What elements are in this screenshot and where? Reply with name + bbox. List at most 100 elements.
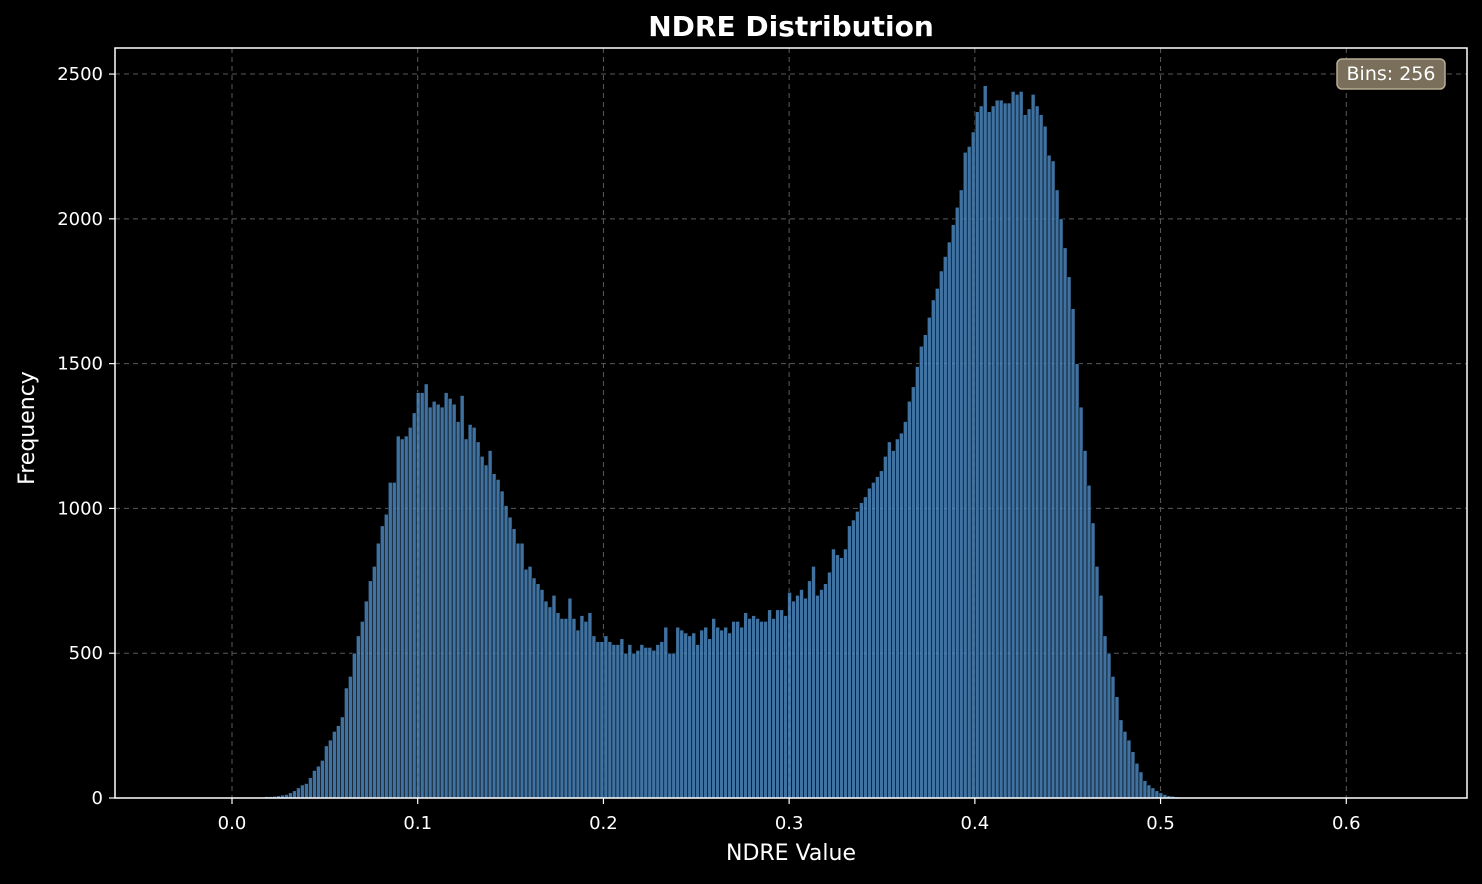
histogram-bar [652,650,656,798]
histogram-bar [784,616,788,798]
histogram-bar [1043,126,1047,798]
histogram-bar [472,427,476,798]
histogram-bar [332,731,336,798]
y-axis-label: Frequency [15,371,40,485]
histogram-bar [384,514,388,798]
histogram-bar [536,584,540,798]
x-tick-label: 0.0 [218,813,247,834]
histogram-bar [352,653,356,798]
histogram-bar [668,653,672,798]
histogram-bar [812,566,816,798]
histogram-bar [360,621,364,798]
histogram-bar [951,225,955,798]
histogram-bar [824,584,828,798]
histogram-bar [1099,595,1103,798]
histogram-bar [708,639,712,798]
histogram-bar [859,503,863,798]
histogram-bar [1131,752,1135,798]
histogram-bar [308,778,312,798]
histogram-bar [392,482,396,798]
histogram-bar [1039,115,1043,798]
histogram-bar [1047,155,1051,798]
histogram-bar [340,717,344,798]
histogram-bar [288,793,292,798]
histogram-bar [572,618,576,798]
histogram-bar [839,558,843,798]
histogram-bar [947,242,951,798]
histogram-bar [1087,485,1091,798]
histogram-bar [484,465,488,798]
histogram-bar [320,760,324,798]
histogram-bar [991,106,995,798]
histogram-bar [907,401,911,798]
histogram-bar [640,645,644,798]
y-tick-label: 1000 [57,498,103,519]
annotation-text: Bins: 256 [1347,63,1436,85]
histogram-bar [800,590,804,798]
histogram-bar [324,746,328,798]
histogram-bar [660,642,664,798]
chart-title: NDRE Distribution [648,10,934,43]
histogram-bar [935,288,939,798]
y-tick-label: 2500 [57,64,103,85]
histogram-bar [875,477,879,798]
histogram-bar [420,393,424,798]
histogram-bar [456,422,460,798]
histogram-bar [540,590,544,798]
histogram-bar [1147,785,1151,798]
x-tick-label: 0.1 [403,813,432,834]
histogram-bar [508,517,512,798]
histogram-bar [608,642,612,798]
histogram-bar [300,785,304,798]
histogram-bar [808,581,812,798]
histogram-bar [672,653,676,798]
histogram-bar [987,112,991,798]
histogram-bar [752,616,756,798]
histogram-bar [576,630,580,798]
histogram-bar [1023,115,1027,798]
histogram-bar [292,791,296,798]
histogram-bar [891,451,895,798]
histogram-bar [1091,523,1095,798]
histogram-bar [568,598,572,798]
histogram-bar [492,474,496,798]
histogram-bar [724,627,728,798]
histogram-bar [999,100,1003,798]
histogram-bar [760,621,764,798]
x-tick-label: 0.4 [961,813,990,834]
histogram-bar [1151,788,1155,798]
histogram-bar [983,86,987,798]
histogram-bar [1071,309,1075,798]
histogram-bar [648,647,652,798]
histogram-bar [316,766,320,798]
histogram-bar [879,471,883,798]
x-tick-label: 0.2 [589,813,618,834]
histogram-bar [336,726,340,798]
histogram-bar [895,439,899,798]
histogram-bar [312,770,316,798]
histogram-bar [560,618,564,798]
histogram-bar [612,645,616,798]
histogram-bar [656,645,660,798]
histogram-bar [696,645,700,798]
x-tick-label: 0.3 [775,813,804,834]
histogram-bar [448,398,452,798]
histogram-bar [1067,277,1071,798]
histogram-bar [600,642,604,798]
histogram-bar [688,636,692,798]
histogram-bar [955,207,959,798]
histogram-bar [728,633,732,798]
histogram-bar [792,601,796,798]
histogram-bar [296,788,300,798]
histogram-bar [831,549,835,798]
histogram-bar [436,404,440,798]
histogram-bar [899,433,903,798]
histogram-bar [915,367,919,798]
histogram-bar [372,566,376,798]
histogram-bar [716,627,720,798]
histogram-bar [520,543,524,798]
histogram-bar [348,676,352,798]
histogram-bar [1123,731,1127,798]
histogram-bar [1051,161,1055,798]
